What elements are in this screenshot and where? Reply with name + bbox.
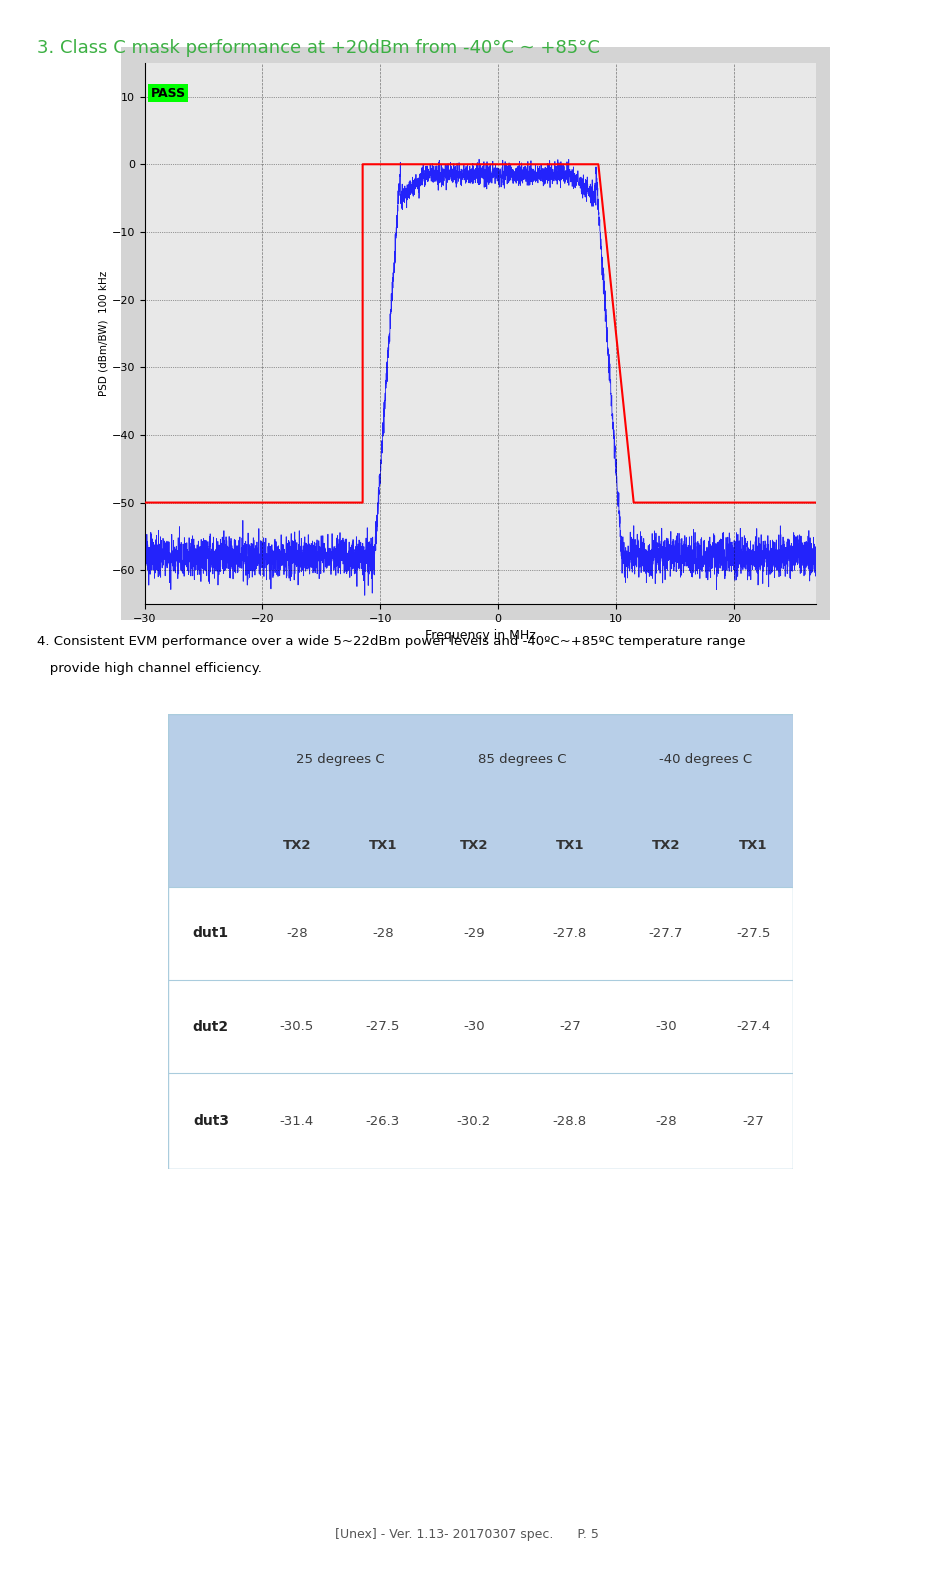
Bar	[426, 1073, 522, 1169]
Bar	[522, 1073, 618, 1169]
Bar	[168, 714, 793, 805]
Bar	[254, 805, 340, 886]
Text: TX1: TX1	[739, 839, 768, 852]
Text: -28.8: -28.8	[552, 1114, 587, 1128]
Bar	[522, 886, 618, 981]
Bar	[714, 886, 793, 981]
Text: TX2: TX2	[651, 839, 680, 852]
Bar	[340, 805, 426, 886]
Bar	[618, 805, 714, 886]
Bar	[714, 981, 793, 1073]
Text: TX1: TX1	[369, 839, 397, 852]
Text: -40 degrees C: -40 degrees C	[659, 753, 752, 766]
Bar	[426, 981, 522, 1073]
Text: -30: -30	[655, 1020, 676, 1034]
Text: -30.2: -30.2	[457, 1114, 491, 1128]
Text: 25 degrees C: 25 degrees C	[296, 753, 384, 766]
Bar	[168, 1073, 793, 1169]
Text: dut1: dut1	[193, 926, 229, 940]
Bar	[168, 886, 793, 981]
Text: -28: -28	[655, 1114, 676, 1128]
Text: -27.5: -27.5	[366, 1020, 400, 1034]
Bar	[618, 886, 714, 981]
Bar	[340, 981, 426, 1073]
Bar	[522, 805, 618, 886]
Text: 3. Class C mask performance at +20dBm from -40°C ~ +85°C: 3. Class C mask performance at +20dBm fr…	[37, 39, 600, 56]
Text: PASS: PASS	[150, 86, 186, 99]
Bar	[618, 981, 714, 1073]
Text: -27: -27	[559, 1020, 580, 1034]
Text: -27.4: -27.4	[736, 1020, 771, 1034]
Text: dut3: dut3	[193, 1114, 229, 1128]
Text: 85 degrees C: 85 degrees C	[478, 753, 566, 766]
Text: [Unex] - Ver. 1.13- 20170307 spec.      P. 5: [Unex] - Ver. 1.13- 20170307 spec. P. 5	[335, 1528, 598, 1541]
Bar	[168, 886, 254, 981]
Bar	[254, 981, 340, 1073]
Text: -27.7: -27.7	[648, 927, 683, 940]
Bar	[168, 805, 254, 886]
Text: -31.4: -31.4	[280, 1114, 314, 1128]
Bar	[426, 886, 522, 981]
Text: TX2: TX2	[283, 839, 312, 852]
Text: TX1: TX1	[555, 839, 584, 852]
Bar	[618, 1073, 714, 1169]
Text: dut2: dut2	[193, 1020, 229, 1034]
Text: -28: -28	[372, 927, 394, 940]
Bar	[168, 981, 254, 1073]
Text: -30: -30	[463, 1020, 484, 1034]
Bar	[618, 714, 793, 805]
Text: -27.5: -27.5	[736, 927, 771, 940]
Text: -27: -27	[743, 1114, 764, 1128]
Bar	[426, 805, 522, 886]
Bar	[714, 805, 793, 886]
Bar	[254, 714, 426, 805]
Bar	[426, 714, 618, 805]
Text: provide high channel efficiency.: provide high channel efficiency.	[37, 662, 262, 675]
Text: -26.3: -26.3	[366, 1114, 400, 1128]
Bar	[340, 886, 426, 981]
Bar	[254, 1073, 340, 1169]
Text: -28: -28	[286, 927, 308, 940]
Text: -29: -29	[463, 927, 484, 940]
Text: TX2: TX2	[460, 839, 488, 852]
Bar	[254, 886, 340, 981]
Bar	[168, 1073, 254, 1169]
Bar	[168, 805, 793, 886]
X-axis label: Frequency in MHz: Frequency in MHz	[425, 629, 536, 642]
Text: -30.5: -30.5	[280, 1020, 314, 1034]
Y-axis label: PSD (dBm/BW)  100 kHz: PSD (dBm/BW) 100 kHz	[99, 271, 108, 395]
Text: -27.8: -27.8	[552, 927, 587, 940]
Bar	[168, 714, 254, 805]
Text: 4. Consistent EVM performance over a wide 5~22dBm power levels and -40ºC~+85ºC t: 4. Consistent EVM performance over a wid…	[37, 635, 745, 648]
Bar	[522, 981, 618, 1073]
Bar	[714, 1073, 793, 1169]
Bar	[168, 981, 793, 1073]
Bar	[340, 1073, 426, 1169]
